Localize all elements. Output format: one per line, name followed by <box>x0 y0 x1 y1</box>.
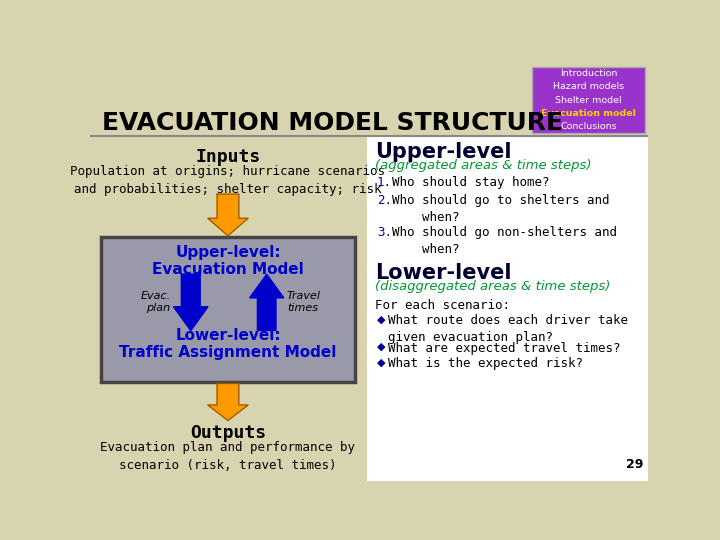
Text: 2.: 2. <box>377 194 392 207</box>
Text: Upper-level: Upper-level <box>375 142 512 162</box>
Text: Lower-level: Lower-level <box>375 264 512 284</box>
Text: Hazard models: Hazard models <box>553 83 624 91</box>
Text: What is the expected risk?: What is the expected risk? <box>387 357 582 370</box>
FancyBboxPatch shape <box>367 136 648 481</box>
Polygon shape <box>174 274 208 330</box>
Text: Introduction: Introduction <box>559 69 617 78</box>
FancyBboxPatch shape <box>101 237 355 382</box>
Text: 29: 29 <box>626 458 644 471</box>
Text: Traffic Assignment Model: Traffic Assignment Model <box>120 345 337 360</box>
Text: Evac.
plan: Evac. plan <box>140 291 171 313</box>
Polygon shape <box>208 194 248 236</box>
Text: EVACUATION MODEL STRUCTURE: EVACUATION MODEL STRUCTURE <box>102 111 563 136</box>
FancyBboxPatch shape <box>532 67 645 133</box>
Text: ◆: ◆ <box>377 314 385 325</box>
Text: 1.: 1. <box>377 177 392 190</box>
Polygon shape <box>208 383 248 421</box>
Text: (disaggregated areas & time steps): (disaggregated areas & time steps) <box>375 280 611 293</box>
Text: Who should go to shelters and
    when?: Who should go to shelters and when? <box>392 194 610 224</box>
Text: Lower-level:: Lower-level: <box>175 328 281 343</box>
FancyBboxPatch shape <box>90 65 648 136</box>
Text: Outputs: Outputs <box>190 423 266 442</box>
Text: ◆: ◆ <box>377 357 385 367</box>
Text: What are expected travel times?: What are expected travel times? <box>387 342 620 355</box>
Text: (aggregated areas & time steps): (aggregated areas & time steps) <box>375 159 592 172</box>
Text: 3.: 3. <box>377 226 392 239</box>
Text: Evacuation model: Evacuation model <box>541 109 636 118</box>
FancyBboxPatch shape <box>90 136 367 481</box>
Text: ◆: ◆ <box>377 342 385 352</box>
Text: Upper-level:: Upper-level: <box>175 245 281 260</box>
Text: Who should stay home?: Who should stay home? <box>392 177 550 190</box>
Polygon shape <box>250 274 284 330</box>
Text: Conclusions: Conclusions <box>560 122 616 131</box>
Text: Who should go non-shelters and
    when?: Who should go non-shelters and when? <box>392 226 617 256</box>
Text: What route does each driver take
given evacuation plan?: What route does each driver take given e… <box>387 314 628 345</box>
Text: Shelter model: Shelter model <box>555 96 621 105</box>
Text: Evacuation Model: Evacuation Model <box>152 262 304 277</box>
Text: For each scenario:: For each scenario: <box>375 299 510 312</box>
Text: Travel
times: Travel times <box>287 291 321 313</box>
Text: Population at origins; hurricane scenarios
and probabilities; shelter capacity; : Population at origins; hurricane scenari… <box>71 165 385 196</box>
Text: Evacuation plan and performance by
scenario (risk, travel times): Evacuation plan and performance by scena… <box>101 441 356 471</box>
Text: Inputs: Inputs <box>195 148 261 166</box>
